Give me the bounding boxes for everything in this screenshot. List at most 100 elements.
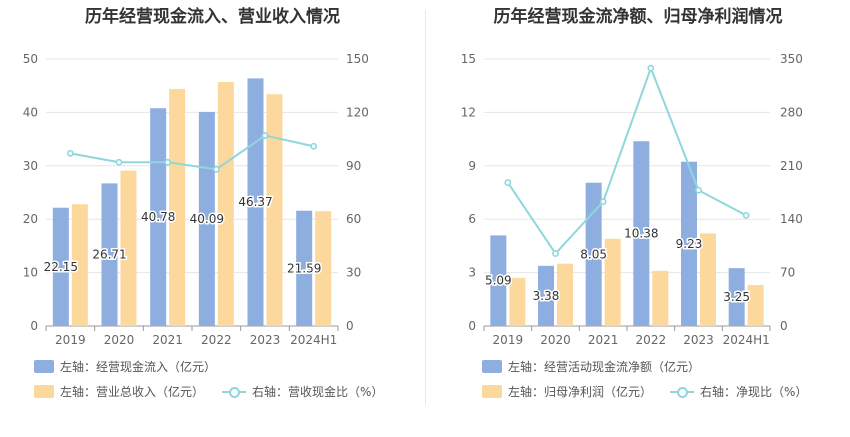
y-tick-right: 210 [780,159,803,173]
bar-series-2 [700,233,716,326]
x-tick-label: 2024H1 [723,333,770,347]
bar-series-1 [198,111,215,326]
line-point [742,211,750,219]
line-point [164,158,172,166]
bar-series-1 [585,182,602,326]
bar-series-1 [633,141,650,326]
legend-swatch-bar2 [34,385,54,398]
bar-series-2 [652,270,669,326]
line-point [552,250,559,257]
line-point [504,179,512,186]
bar-series-1 [681,161,697,326]
chart-title: 历年经营现金流入、营业收入情况 [85,7,340,27]
legend-row-1: 左轴：经营活动现金流净额（亿元） [482,358,700,375]
chart-panel-net-cash: 历年经营现金流净额、归母净利润情况 0 3 6 9 12 15 0 70 140 210 280 35… [426,0,850,437]
y-tick-left: 15 [461,52,476,66]
legend-row-1: 左轴：经营现金流入（亿元） [34,358,216,375]
line-series [507,65,747,256]
y-tick-right: 280 [780,105,803,119]
data-label: 22.15 [44,260,78,274]
y-tick-left: 3 [468,266,476,280]
y-tick-right: 60 [346,212,361,226]
x-tick-label: 2019 [55,333,86,347]
data-label: 21.59 [287,261,321,275]
bar-series-2 [266,94,283,326]
bar-series-1 [538,265,554,326]
y-tick-left: 0 [30,319,38,333]
line-point [310,142,318,150]
legend-label-bar1: 左轴：经营活动现金流净额（亿元） [508,360,701,374]
line-point [599,198,607,206]
data-label: 9.23 [676,237,703,251]
x-tick-label: 2020 [540,333,571,347]
bar-series-2 [315,211,332,326]
data-label: 40.78 [141,210,175,224]
legend-swatch-bar1 [482,360,502,373]
y-tick-right: 70 [780,266,795,280]
chart-title: 历年经营现金流净额、归母净利润情况 [493,7,783,27]
bar-series-2 [557,263,573,326]
bar-series-2 [120,170,137,326]
line-point [647,64,655,72]
x-tick-label: 2023 [250,333,281,347]
bar-series-2 [509,277,526,326]
y-tick-left: 40 [23,105,38,119]
bar-series-1 [490,235,507,326]
x-tick-label: 2021 [588,333,619,347]
data-label: 40.09 [190,212,224,226]
y-tick-right: 140 [780,212,803,226]
data-label: 5.09 [485,274,512,288]
x-tick-label: 2019 [493,333,524,347]
y-tick-left: 6 [468,212,476,226]
bar-series-2 [604,238,621,326]
data-label: 3.25 [723,290,750,304]
panel-divider [425,10,426,405]
y-tick-right: 120 [346,105,369,119]
bar-series-1 [728,268,745,326]
chart-svg: 0 10 20 30 40 50 0 30 60 90 120 150 2019 2020 2021 2022… [23,52,369,347]
line-point [695,186,702,194]
y-tick-right: 350 [780,52,803,66]
data-label: 46.37 [238,195,272,209]
x-tick-label: 2022 [201,333,232,347]
y-tick-right: 0 [346,319,354,333]
legend-label-line: 右轴：净现比（%） [700,385,808,399]
legend-line-icon [222,385,247,399]
data-label: 8.05 [580,247,607,261]
legend-line-icon [670,385,695,399]
x-tick-label: 2024H1 [290,333,337,347]
bar-series-2 [747,285,764,326]
x-tick-label: 2020 [104,333,135,347]
x-tick-label: 2022 [636,333,667,347]
data-label: 3.38 [533,289,560,303]
y-tick-right: 0 [780,319,788,333]
y-tick-left: 12 [461,105,476,119]
line-series [70,134,314,171]
y-tick-right: 30 [346,266,361,280]
legend-row-2: 左轴：营业总收入（亿元） 右轴：营收现金比（%） [34,383,383,400]
line-point [261,132,269,139]
bar-series-1 [296,210,313,326]
line-point [66,149,74,157]
data-label: 26.71 [92,248,126,262]
x-tick-label: 2021 [152,333,183,347]
bar-series-2 [217,81,234,326]
legend-row-2: 左轴：归母净利润（亿元） 右轴：净现比（%） [482,383,807,400]
legend-swatch-bar2 [482,385,502,398]
chart-panel-cash-inflow: 历年经营现金流入、营业收入情况 0 10 20 30 40 50 0 30 60 90 120 150… [23,7,384,400]
legend-label-bar2: 左轴：营业总收入（亿元） [60,385,205,399]
y-tick-right: 150 [346,52,369,66]
x-tick-label: 2023 [683,333,714,347]
y-tick-left: 10 [23,266,38,280]
bar-series-2 [71,204,88,326]
y-tick-left: 50 [23,52,38,66]
bar-series-1 [101,183,118,326]
legend-label-bar1: 左轴：经营现金流入（亿元） [60,360,217,374]
legend-label-line: 右轴：营收现金比（%） [252,385,384,399]
y-tick-left: 20 [23,212,38,226]
legend-swatch-bar1 [34,360,54,373]
y-tick-left: 9 [468,159,476,173]
y-tick-left: 0 [468,319,476,333]
legend-label-bar2: 左轴：归母净利润（亿元） [508,385,653,399]
y-tick-left: 30 [23,159,38,173]
